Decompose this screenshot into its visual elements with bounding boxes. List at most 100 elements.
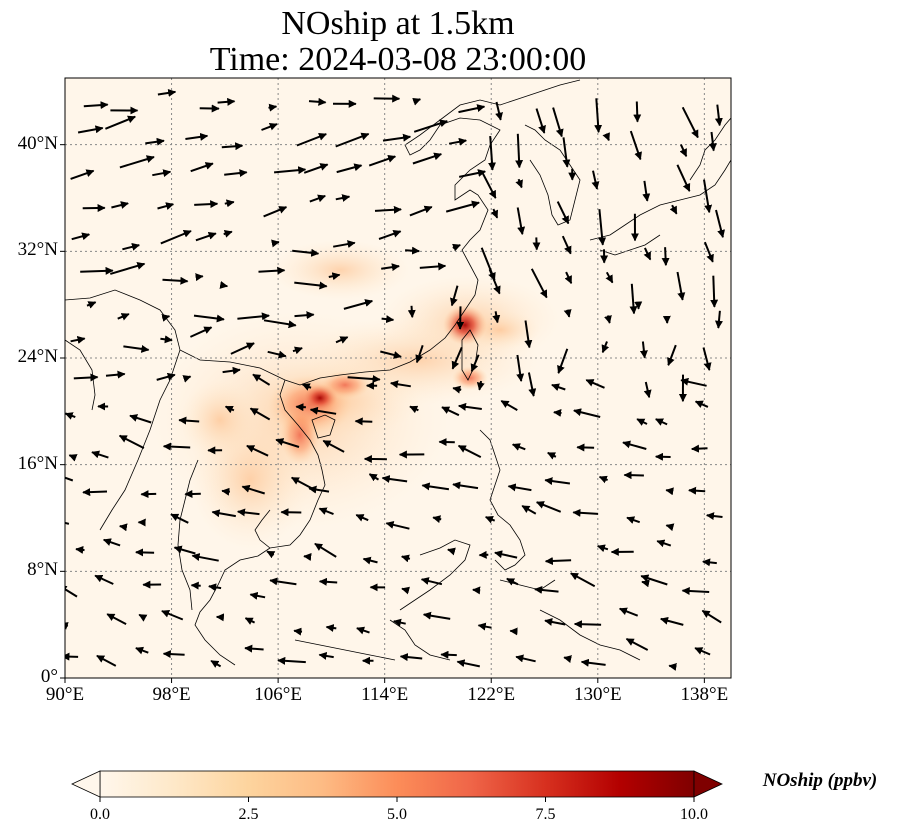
wind-arrow [516,207,526,235]
wind-arrow [456,659,481,668]
wind-arrow [585,379,605,389]
wind-arrow [490,208,499,219]
wind-arrow [484,516,496,524]
wind-arrow [515,133,524,169]
axis-ticks [60,144,705,683]
lat-tick-label: 0° [40,666,58,687]
wind-arrow [86,301,97,309]
wind-arrow [573,620,602,629]
wind-arrow [335,132,370,148]
wind-arrow [135,548,155,557]
wind-arrow [294,281,328,290]
lat-tick-label: 24°N [17,346,58,367]
wind-arrow [521,505,537,515]
wind-arrow [622,440,647,450]
wind-arrow [355,513,369,522]
wind-arrow [703,241,714,263]
wind-arrow [211,509,236,518]
wind-arrow [71,232,91,241]
wind-arrow [534,585,559,594]
wind-arrow [210,659,222,668]
wind-arrow [562,137,571,168]
wind-arrow [511,443,526,451]
gridlines [65,78,731,678]
wind-arrow [544,556,572,565]
wind-arrow [412,152,443,165]
wind-arrow [335,194,351,202]
wind-arrow [65,652,79,661]
wind-arrow [274,166,307,175]
colorbar-tick-label: 10.0 [680,806,708,823]
lat-tick-label: 32°N [17,239,58,261]
wind-arrow [676,164,691,192]
lon-tick-label: 98°E [152,684,191,705]
wind-arrow [676,271,686,301]
wind-arrow [303,163,329,174]
colorbar-label: NOship (ppbv) [762,770,878,791]
wind-arrow [290,476,313,490]
wind-arrow [195,273,204,282]
wind-arrow [195,231,217,242]
wind-arrow [362,556,378,565]
wind-arrow [563,655,572,663]
wind-arrow [75,545,85,554]
wind-arrow [703,179,713,214]
wind-arrow [156,372,176,381]
wind-arrow [516,354,525,382]
wind-vectors [65,89,726,671]
wind-arrow [170,513,189,524]
wind-arrow [515,654,536,663]
wind-arrow [551,383,566,392]
wind-arrow [422,611,451,620]
colorbar-tick-label: 7.5 [535,806,556,823]
wind-arrow [452,243,461,252]
colorbar-min-extend [71,770,101,798]
colorbar-tick-label: 5.0 [387,806,407,823]
wind-arrow [161,313,171,322]
wind-arrow [380,350,402,359]
wind-arrow [694,647,711,656]
wind-arrow [679,144,688,158]
map-frame [64,77,732,679]
wind-arrow [656,539,672,548]
wind-arrow [295,403,306,412]
wind-arrow [412,97,422,106]
wind-arrow [639,341,648,359]
wind-arrow [293,627,303,636]
wind-arrow [714,310,723,329]
wind-arrow [605,271,614,284]
wind-arrow [96,654,117,667]
wind-arrow [452,481,479,490]
wind-arrow [445,200,480,213]
wind-arrow [629,283,638,315]
wind-arrow [190,162,214,173]
wind-arrow [564,271,573,285]
wind-arrow [222,366,241,375]
wind-arrow [415,344,424,364]
wind-arrow [102,538,121,547]
colorbar [71,770,723,802]
wind-arrow [385,520,410,530]
wind-arrow [221,487,231,496]
wind-arrow [335,336,349,344]
wind-arrow [138,613,148,622]
wind-arrow [258,266,286,275]
wind-arrow [381,263,400,272]
wind-arrow [275,438,300,448]
colorbar-tick-label: 0.0 [90,806,110,823]
wind-arrow [129,414,152,424]
wind-arrow [509,627,518,636]
wind-arrow [688,486,706,495]
wind-arrow [458,402,482,411]
wind-arrow [452,385,462,394]
wind-arrow [271,239,280,248]
wind-arrow [318,577,338,586]
wind-arrow [65,476,74,482]
wind-arrow [157,89,177,97]
wind-arrow [573,408,601,418]
wind-arrow [354,417,373,426]
coastlines [65,79,731,666]
wind-arrow [636,418,648,426]
wind-arrow [65,622,69,630]
